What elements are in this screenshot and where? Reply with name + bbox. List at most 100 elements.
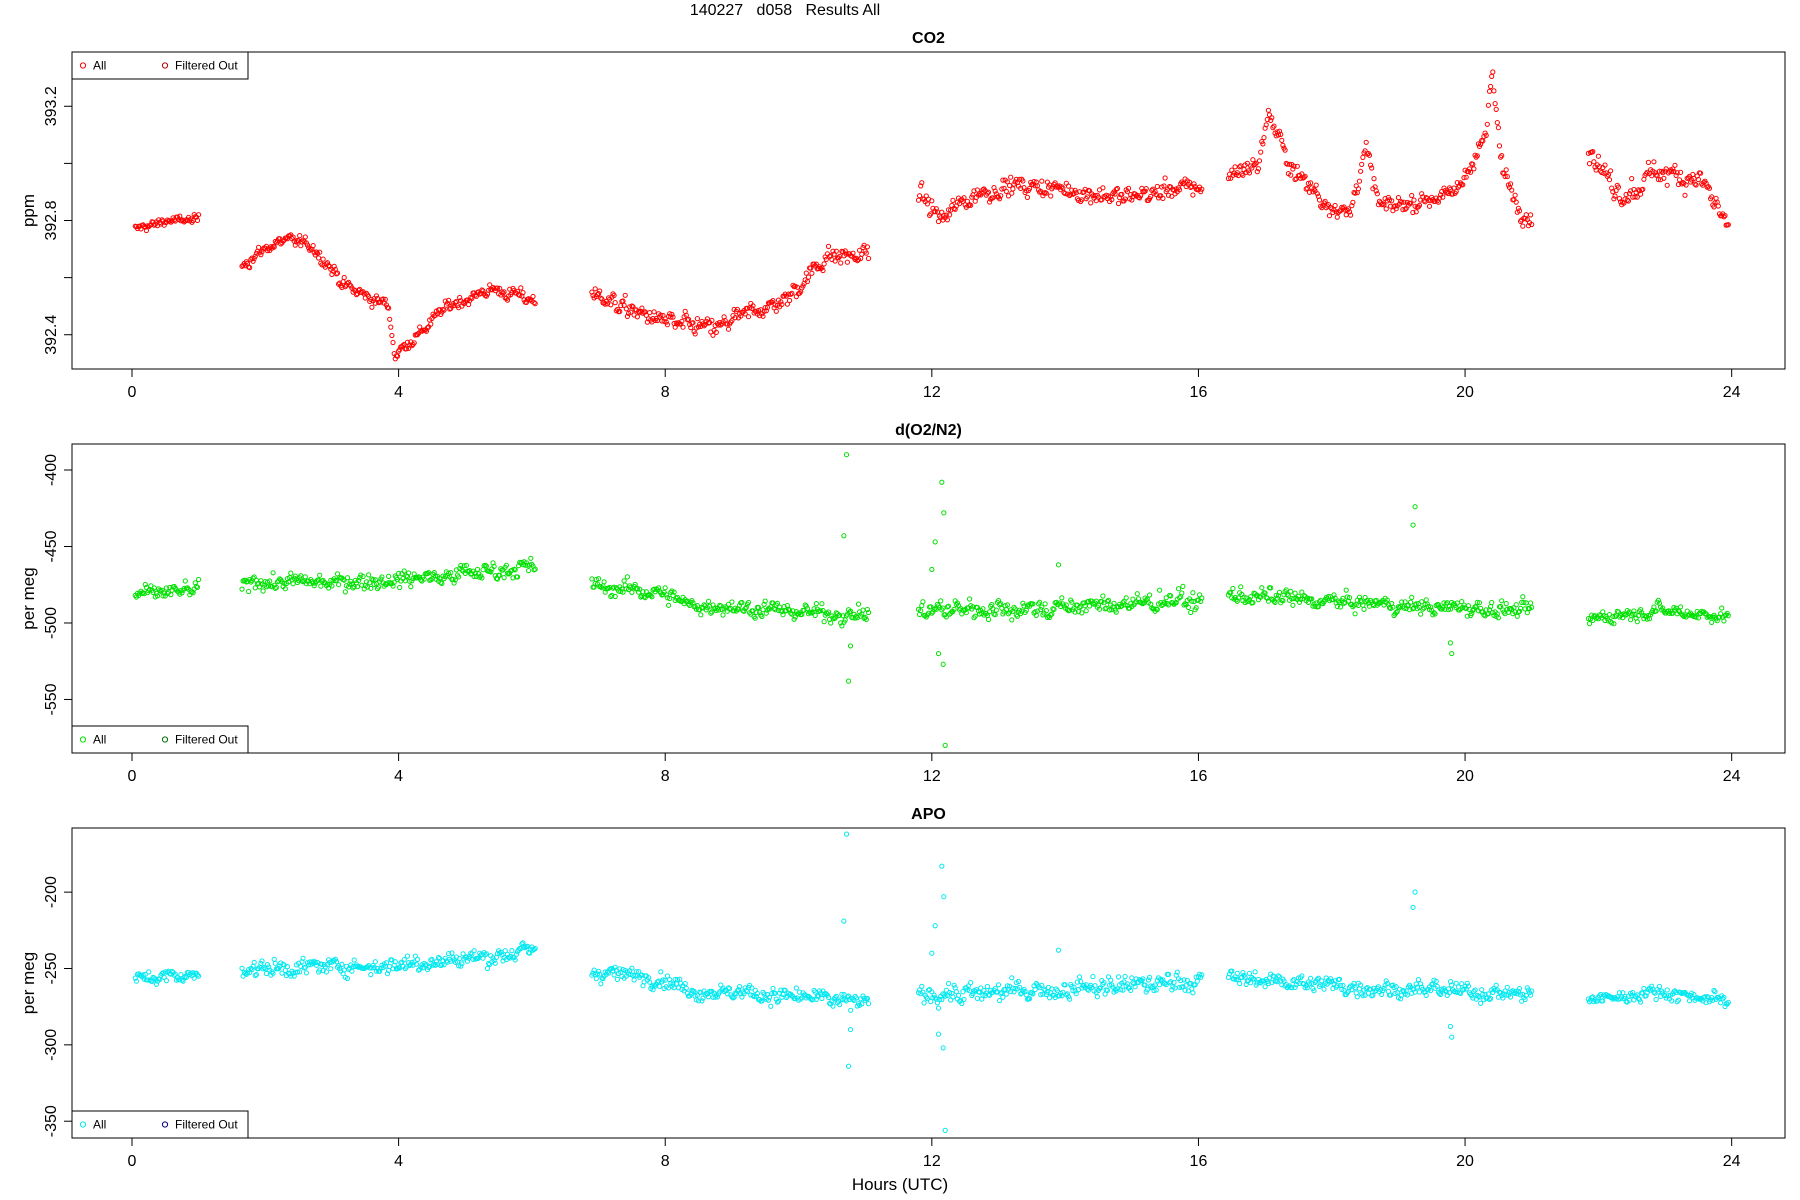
data-point (1291, 595, 1297, 602)
data-point (785, 606, 792, 612)
data-point (1142, 188, 1148, 194)
data-point (1199, 595, 1205, 601)
data-point (247, 265, 253, 271)
data-point (1725, 613, 1731, 619)
data-point (514, 288, 521, 294)
data-point (1408, 200, 1414, 206)
data-point (448, 570, 454, 576)
data-point (713, 329, 719, 335)
data-point (651, 586, 657, 592)
data-point (256, 244, 262, 250)
data-point (1115, 200, 1122, 207)
data-point (1083, 608, 1089, 614)
data-point (373, 968, 379, 974)
data-point (1350, 199, 1356, 205)
data-point (754, 990, 761, 997)
data-point (591, 967, 597, 973)
data-point (695, 324, 702, 330)
data-point (838, 260, 844, 266)
outlier-point (932, 539, 938, 545)
data-point (967, 596, 973, 602)
data-point (1486, 88, 1493, 94)
data-point (594, 291, 601, 298)
data-point (1676, 177, 1683, 183)
data-point (1721, 618, 1727, 624)
data-point (698, 612, 704, 618)
outlier-point (1447, 1023, 1453, 1030)
data-point (1199, 972, 1205, 978)
legend-marker (79, 1121, 87, 1128)
outlier-point (1449, 650, 1455, 657)
data-point (985, 616, 992, 623)
data-point (753, 609, 759, 616)
data-point (980, 606, 986, 612)
data-point (1312, 603, 1318, 609)
data-point (1429, 982, 1435, 988)
data-point (1488, 995, 1494, 1002)
data-point (821, 261, 827, 267)
data-point (1478, 1000, 1484, 1006)
data-point (436, 954, 442, 961)
data-point (1686, 998, 1693, 1004)
data-point (1695, 995, 1702, 1001)
data-point (386, 305, 392, 311)
data-point (424, 570, 431, 577)
data-point (1062, 982, 1068, 988)
data-point (468, 294, 474, 301)
data-point (1346, 595, 1353, 601)
data-point (260, 588, 266, 594)
data-point (1038, 992, 1044, 998)
data-point (1148, 193, 1154, 200)
data-point (821, 991, 827, 998)
data-point (292, 573, 298, 579)
data-point (1232, 594, 1238, 600)
data-point (388, 324, 394, 330)
data-point (1453, 980, 1459, 986)
data-point (1409, 594, 1415, 601)
data-point (1275, 973, 1282, 979)
data-point (1111, 600, 1117, 606)
data-point (1090, 973, 1096, 980)
data-point (629, 965, 635, 971)
data-point (1455, 184, 1462, 190)
data-point (1368, 986, 1374, 992)
data-point (683, 985, 689, 991)
data-point (1069, 599, 1075, 605)
data-point (181, 974, 187, 981)
data-point (1464, 613, 1470, 619)
legend-label: All (93, 1118, 106, 1132)
data-point (1656, 983, 1663, 990)
data-point (1492, 101, 1498, 107)
legend-marker (79, 736, 87, 743)
data-point (394, 353, 401, 359)
data-point (404, 953, 411, 959)
data-point (724, 991, 731, 997)
data-point (1528, 600, 1534, 606)
legend: All Filtered Out (71, 51, 249, 80)
data-point (492, 960, 498, 966)
data-point (995, 982, 1002, 988)
data-point (658, 312, 664, 318)
data-point (1496, 143, 1503, 149)
data-point (1503, 167, 1509, 173)
data-point (1228, 590, 1234, 596)
data-point (1010, 186, 1016, 192)
data-point (414, 956, 421, 963)
data-point (1306, 189, 1313, 195)
data-point (647, 979, 653, 985)
data-point (244, 970, 251, 976)
data-point (313, 962, 319, 968)
chart-panel-2: d(O2/N2) 0 4 8 12 16 20 24 -400 -450 -500 -550 per m… (19, 422, 1786, 785)
data-point (935, 218, 942, 225)
data-point (772, 302, 778, 308)
data-point (501, 575, 507, 581)
data-point (413, 961, 419, 967)
data-point (252, 585, 258, 591)
data-point (863, 616, 869, 623)
data-point (177, 213, 183, 219)
data-point (1525, 987, 1532, 993)
data-point (1428, 604, 1434, 610)
data-point (648, 592, 654, 599)
data-point (1308, 975, 1314, 981)
data-point (497, 285, 503, 291)
